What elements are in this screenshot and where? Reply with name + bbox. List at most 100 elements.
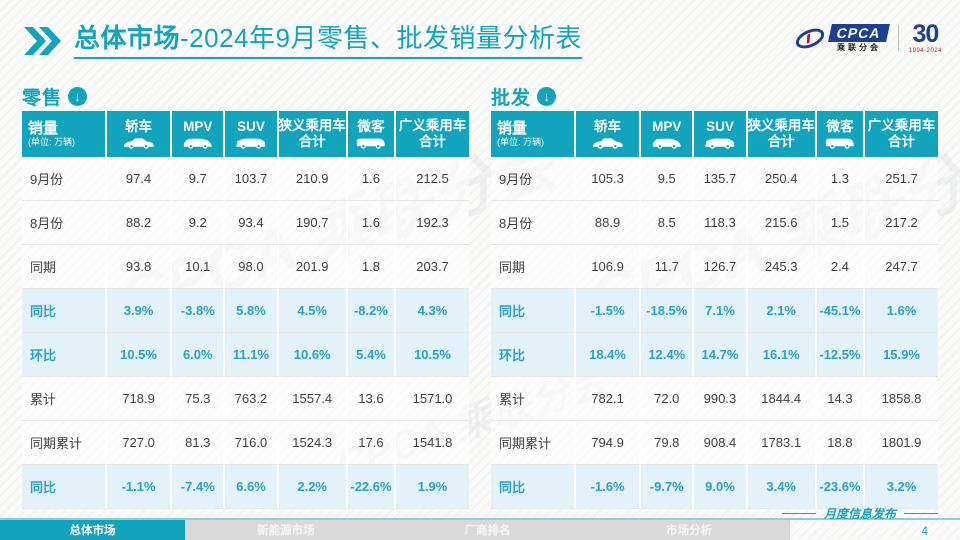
- suv-car-icon: [704, 136, 736, 149]
- anniversary-logo: 30 1994-2024: [909, 22, 942, 55]
- cpca-swoosh-icon: [792, 24, 828, 52]
- table-cell: 10.5%: [396, 333, 469, 377]
- row-label: 同期: [22, 245, 107, 289]
- column-header-sedan: 轿车: [575, 111, 642, 157]
- table-cell: -1.1%: [106, 465, 173, 509]
- table-cell: 105.3: [575, 157, 642, 201]
- table-cell: 3.4%: [747, 465, 817, 509]
- column-header-sedan: 轿车: [106, 111, 173, 157]
- table-row: 累计 782.1 72.0 990.3 1844.4 14.3 1858.8: [491, 377, 938, 421]
- table-cell: 72.0: [641, 377, 695, 421]
- row-label: 环比: [22, 333, 107, 377]
- table-cell: 1.6: [347, 201, 397, 245]
- row-label: 同比: [491, 465, 576, 509]
- table-cell: 215.6: [747, 201, 817, 245]
- row-label: 9月份: [22, 157, 107, 201]
- cpca-acronym: CPCA: [828, 24, 890, 42]
- logo-divider: [897, 25, 899, 51]
- footer-tab-厂商排名[interactable]: 厂商排名: [464, 525, 511, 537]
- tables-area: 零售 ↓ 销量 (单位: 万辆) 轿车 MPV SUV 狭义乘用车 合计 微客 广义乘用车 合计 9…: [22, 84, 938, 509]
- table-cell: 1783.1: [747, 421, 817, 465]
- table-cell: 1.3: [816, 157, 866, 201]
- table-cell: 126.7: [694, 245, 748, 289]
- row-label: 8月份: [491, 201, 576, 245]
- table-row: 同比 3.9% -3.8% 5.8% 4.5% -8.2% 4.3%: [22, 289, 469, 333]
- footer-tab-总体市场[interactable]: 总体市场: [0, 520, 185, 540]
- table-cell: -23.6%: [816, 465, 866, 509]
- table-cell: 9.5: [641, 157, 695, 201]
- table-cell: 192.3: [396, 201, 469, 245]
- footer-tab-市场分析[interactable]: 市场分析: [666, 525, 713, 537]
- table-cell: 1.6%: [865, 289, 938, 333]
- footer-tab-新能源市场[interactable]: 新能源市场: [257, 525, 315, 537]
- column-header-sales: 销量 (单位: 万辆): [491, 111, 576, 157]
- table-cell: 14.7%: [694, 333, 748, 377]
- column-header-suv: SUV: [225, 111, 279, 157]
- table-cell: 98.0: [225, 245, 279, 289]
- row-label: 同期累计: [22, 421, 107, 465]
- table-header-row: 销量 (单位: 万辆) 轿车 MPV SUV 狭义乘用车 合计 微客 广义乘用车 合计: [22, 111, 469, 157]
- footer-tab-strip: 新能源市场 厂商排名 市场分析: [185, 520, 790, 540]
- table-row: 同比 -1.5% -18.5% 7.1% 2.1% -45.1% 1.6%: [491, 289, 938, 333]
- table-cell: 5.4%: [347, 333, 397, 377]
- table-row: 同期累计 727.0 81.3 716.0 1524.3 17.6 1541.8: [22, 421, 469, 465]
- table-cell: 75.3: [172, 377, 226, 421]
- table-cell: 210.9: [278, 157, 348, 201]
- table-cell: 5.8%: [225, 289, 279, 333]
- table-cell: -7.4%: [172, 465, 226, 509]
- table-cell: 2.4: [816, 245, 866, 289]
- retail-table: 销量 (单位: 万辆) 轿车 MPV SUV 狭义乘用车 合计 微客 广义乘用车 合计 9月份 97.…: [22, 111, 469, 509]
- table-cell: 203.7: [396, 245, 469, 289]
- row-label: 8月份: [22, 201, 107, 245]
- table-cell: 2.2%: [278, 465, 348, 509]
- table-cell: 13.6: [347, 377, 397, 421]
- circle-down-arrow-icon: ↓: [537, 86, 557, 106]
- footer-right: 月度信息发布 4: [782, 505, 938, 538]
- microvan-icon: [824, 136, 856, 149]
- table-row: 同期 106.9 11.7 126.7 245.3 2.4 247.7: [491, 245, 938, 289]
- column-header-broad-total: 广义乘用车 合计: [865, 111, 938, 157]
- table-cell: 9.7: [172, 157, 226, 201]
- table-cell: 106.9: [575, 245, 642, 289]
- table-cell: 11.7: [641, 245, 695, 289]
- row-label: 累计: [491, 377, 576, 421]
- table-cell: 990.3: [694, 377, 748, 421]
- double-chevron-icon: [24, 27, 61, 56]
- table-cell: 794.9: [575, 421, 642, 465]
- table-cell: 1557.4: [278, 377, 348, 421]
- table-cell: 6.6%: [225, 465, 279, 509]
- table-cell: -22.6%: [347, 465, 397, 509]
- table-row: 8月份 88.9 8.5 118.3 215.6 1.5 217.2: [491, 201, 938, 245]
- table-cell: 245.3: [747, 245, 817, 289]
- page-title-rest: -2024年9月零售、批发销量分析表: [180, 23, 582, 53]
- table-cell: 9.0%: [694, 465, 748, 509]
- table-cell: 6.0%: [172, 333, 226, 377]
- table-cell: 9.2: [172, 201, 226, 245]
- table-cell: -18.5%: [641, 289, 695, 333]
- circle-down-arrow-icon: ↓: [68, 86, 88, 106]
- table-cell: 251.7: [865, 157, 938, 201]
- table-cell: 10.1: [172, 245, 226, 289]
- retail-section-label: 零售: [22, 87, 63, 109]
- column-header-microvan: 微客: [347, 111, 397, 157]
- table-cell: 727.0: [106, 421, 173, 465]
- table-cell: 247.7: [865, 245, 938, 289]
- table-cell: 3.9%: [106, 289, 173, 333]
- retail-table-wrap: 零售 ↓ 销量 (单位: 万辆) 轿车 MPV SUV 狭义乘用车 合计 微客 广义乘用车 合计 9…: [22, 84, 469, 509]
- table-cell: -3.8%: [172, 289, 226, 333]
- retail-section-header: 零售 ↓: [22, 84, 469, 109]
- table-cell: 79.8: [641, 421, 695, 465]
- footer-nav-tabs: 总体市场 新能源市场 厂商排名 市场分析: [0, 520, 790, 540]
- table-cell: 4.5%: [278, 289, 348, 333]
- column-header-narrow-total: 狭义乘用车 合计: [747, 111, 817, 157]
- row-label: 同期: [491, 245, 576, 289]
- page-title: 总体市场-2024年9月零售、批发销量分析表: [74, 23, 582, 59]
- table-cell: 716.0: [225, 421, 279, 465]
- table-cell: 3.2%: [865, 465, 938, 509]
- table-cell: 250.4: [747, 157, 817, 201]
- table-cell: -1.5%: [575, 289, 642, 333]
- table-cell: 7.1%: [694, 289, 748, 333]
- table-cell: 1801.9: [865, 421, 938, 465]
- table-cell: -1.6%: [575, 465, 642, 509]
